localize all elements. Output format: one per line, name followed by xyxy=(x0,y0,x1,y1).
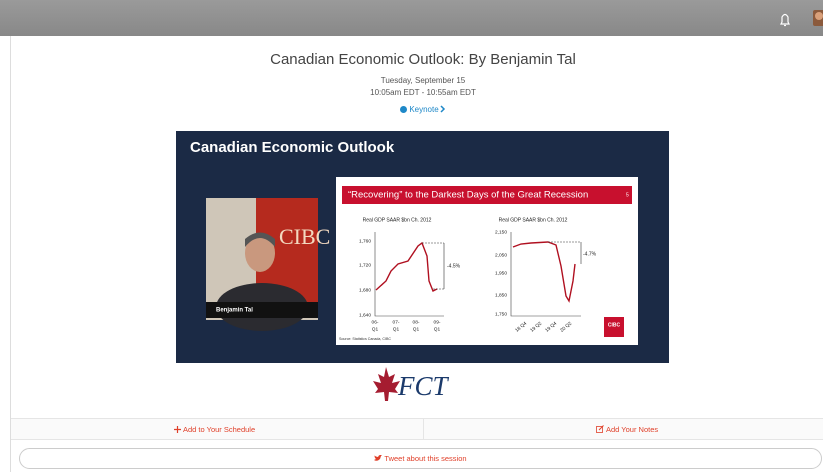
chart-title: Real GDP SAAR $bn Ch. 2012 xyxy=(499,217,568,223)
session-time: 10:05am EDT - 10:55am EDT xyxy=(370,88,476,97)
chart-annotation: -4.5% xyxy=(447,263,461,269)
top-bar xyxy=(0,0,823,36)
tweet-label[interactable]: Tweet about this session xyxy=(384,454,467,463)
webcam-background-text: CIBC xyxy=(279,224,330,249)
x-tick-label: 07- xyxy=(393,319,400,325)
slide-logo: CIBC xyxy=(608,322,621,328)
slide-banner xyxy=(342,186,632,204)
video-player[interactable]: Canadian Economic Outlook CIBC Benjamin … xyxy=(176,131,669,411)
slide xyxy=(336,177,638,345)
tweet-button[interactable]: Tweet about this session xyxy=(19,448,822,469)
maple-leaf xyxy=(373,367,400,401)
track-link[interactable]: Keynote xyxy=(0,105,823,114)
speaker-name: Benjamin Tal xyxy=(216,308,253,314)
x-tick-label: Q1 xyxy=(372,326,379,332)
notes-icon xyxy=(596,425,604,433)
add-notes[interactable]: Add Your Notes xyxy=(596,425,658,434)
x-tick-label: Q1 xyxy=(434,326,441,332)
y-tick-label: 1,850 xyxy=(495,292,507,298)
slide-logo-box xyxy=(604,317,624,337)
action-bar: Add to Your Schedule Add Your Notes xyxy=(11,418,823,440)
x-tick-label: 08- xyxy=(413,319,420,325)
twitter-icon xyxy=(374,454,383,461)
slide-chart-left: Real GDP SAAR $bn Ch. 2012 -4.5% 1,760 1,… xyxy=(359,217,461,332)
webcam: CIBC Benjamin Tal xyxy=(206,198,330,331)
chart-annotation: -4.7% xyxy=(583,251,597,257)
avatar-face xyxy=(815,12,823,20)
slide-banner-text: “Recovering” to the Darkest Days of the … xyxy=(348,190,588,201)
sponsor-bar xyxy=(176,363,669,411)
y-tick-label: 1,760 xyxy=(359,238,371,244)
x-tick-label: 09- xyxy=(434,319,441,325)
sponsor-logo: FCT xyxy=(397,371,450,401)
track-dot xyxy=(400,106,408,113)
plus-icon xyxy=(174,426,181,433)
y-tick-label: 1,750 xyxy=(495,311,507,317)
add-schedule[interactable]: Add to Your Schedule xyxy=(174,425,255,434)
add-schedule-label[interactable]: Add to Your Schedule xyxy=(183,425,256,434)
add-notes-label[interactable]: Add Your Notes xyxy=(606,425,659,434)
session-title: Canadian Economic Outlook: By Benjamin T… xyxy=(270,51,576,68)
track-label[interactable]: Keynote xyxy=(409,105,439,114)
y-tick-label: 2,050 xyxy=(495,252,507,258)
x-tick-label: Q1 xyxy=(393,326,400,332)
y-tick-label: 1,640 xyxy=(359,312,371,318)
slide-title: Canadian Economic Outlook xyxy=(190,139,395,156)
chart-title: Real GDP SAAR $bn Ch. 2012 xyxy=(363,217,432,223)
top-icons xyxy=(780,10,823,27)
y-tick-label: 1,950 xyxy=(495,270,507,276)
y-tick-label: 2,150 xyxy=(495,229,507,235)
slide-source: Source: Statistics Canada, CIBC xyxy=(339,337,391,341)
sidebar-border xyxy=(10,36,11,472)
slide-page: 5 xyxy=(626,192,629,198)
y-tick-label: 1,720 xyxy=(359,262,371,268)
session-date: Tuesday, September 15 xyxy=(380,76,466,85)
chevron xyxy=(440,105,445,113)
action-divider xyxy=(423,419,424,439)
x-tick-label: Q1 xyxy=(413,326,420,332)
x-tick-label: 06- xyxy=(372,319,379,325)
y-tick-label: 1,680 xyxy=(359,287,371,293)
notification-bell[interactable] xyxy=(780,13,790,27)
